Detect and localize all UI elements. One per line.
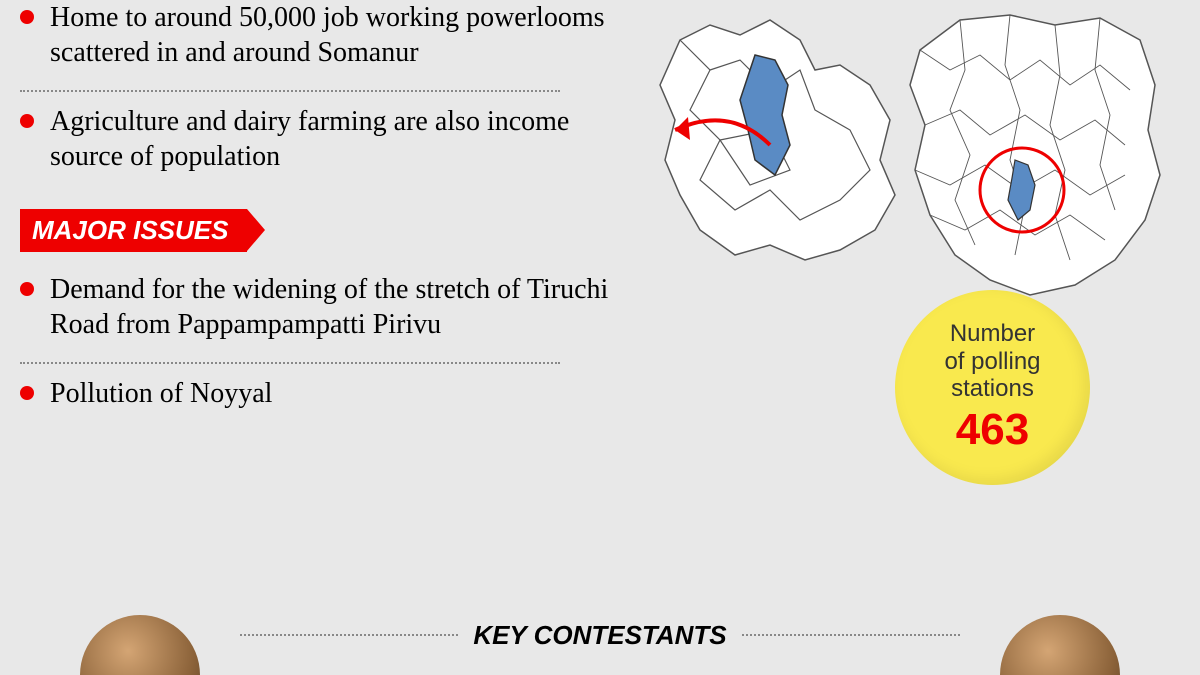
pointer-arrow xyxy=(660,95,780,165)
candidate-avatar-right xyxy=(1000,615,1120,675)
issues-header: MAJOR ISSUES xyxy=(20,209,247,252)
badge-line-1: Number xyxy=(950,320,1035,347)
candidate-avatar-left xyxy=(80,615,200,675)
profile-bullet-2: Agriculture and dairy farming are also i… xyxy=(20,104,620,174)
state-map xyxy=(890,0,1170,300)
issue-bullet-1: Demand for the widening of the stretch o… xyxy=(20,272,620,342)
divider xyxy=(20,90,560,92)
divider xyxy=(742,634,960,636)
contestants-header: KEY CONTESTANTS xyxy=(473,620,726,651)
left-content-column: Home to around 50,000 job working powerl… xyxy=(20,0,620,431)
badge-number: 463 xyxy=(956,405,1029,455)
profile-bullet-1: Home to around 50,000 job working powerl… xyxy=(20,0,620,70)
badge-line-3: stations xyxy=(951,375,1034,402)
contestants-row: KEY CONTESTANTS xyxy=(0,595,1200,675)
badge-line-2: of polling xyxy=(944,348,1040,375)
polling-stations-badge: Number of polling stations 463 xyxy=(895,290,1090,485)
map-area: Number of polling stations 463 xyxy=(620,0,1180,480)
badge-label: Number of polling stations xyxy=(934,320,1050,403)
divider xyxy=(20,362,560,364)
divider xyxy=(240,634,458,636)
issue-bullet-2: Pollution of Noyyal xyxy=(20,376,620,411)
